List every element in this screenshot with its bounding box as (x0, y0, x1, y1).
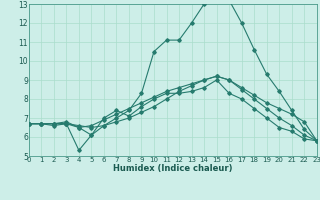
X-axis label: Humidex (Indice chaleur): Humidex (Indice chaleur) (113, 164, 233, 173)
